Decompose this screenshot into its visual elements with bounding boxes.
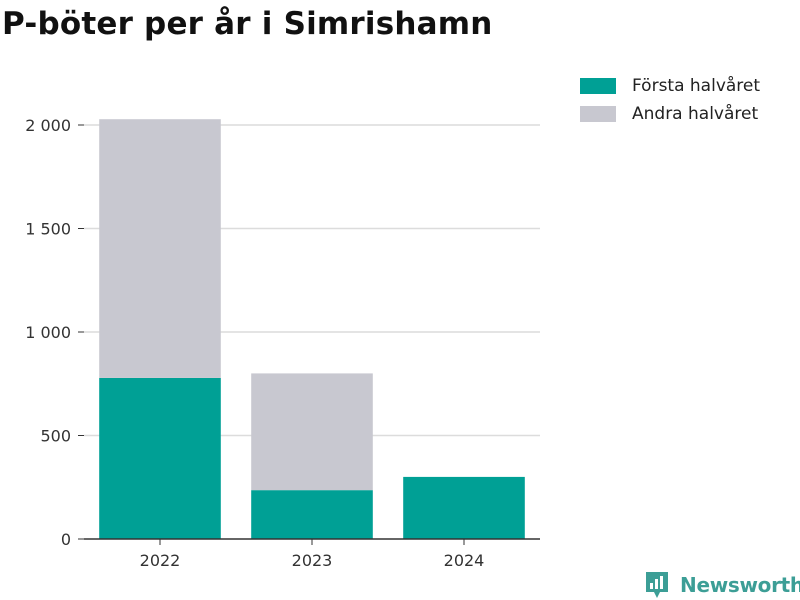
legend-swatch bbox=[580, 106, 616, 122]
legend: Första halvåret Andra halvåret bbox=[580, 72, 760, 128]
y-tick-label: 0 bbox=[61, 530, 71, 549]
y-tick-label: 2 000 bbox=[25, 116, 71, 135]
legend-label: Andra halvåret bbox=[632, 104, 759, 124]
bars bbox=[99, 119, 525, 539]
bar bbox=[251, 490, 373, 539]
legend-item-andra-halvaret: Andra halvåret bbox=[580, 100, 760, 128]
newsworthy-logo-icon bbox=[646, 572, 668, 598]
chart-title: P-böter per år i Simrishamn bbox=[2, 6, 493, 42]
x-tick-label: 2024 bbox=[444, 551, 485, 570]
bar bbox=[99, 377, 221, 539]
legend-item-forsta-halvaret: Första halvåret bbox=[580, 72, 760, 100]
legend-swatch bbox=[580, 78, 616, 94]
legend-label: Första halvåret bbox=[632, 76, 761, 96]
brand-name: Newsworthy bbox=[680, 573, 800, 597]
y-tick-label: 1 000 bbox=[25, 323, 71, 342]
axes: 0 500 1 000 1 500 2 000 2022 2023 2024 bbox=[25, 116, 540, 570]
bar bbox=[251, 373, 373, 491]
y-tick-label: 500 bbox=[40, 427, 71, 446]
brand-logo[interactable]: Newsworthy bbox=[644, 570, 800, 600]
x-tick-label: 2022 bbox=[140, 551, 181, 570]
x-tick-label: 2023 bbox=[292, 551, 333, 570]
y-tick-label: 1 500 bbox=[25, 220, 71, 239]
bar bbox=[99, 119, 221, 378]
bar bbox=[403, 476, 525, 539]
